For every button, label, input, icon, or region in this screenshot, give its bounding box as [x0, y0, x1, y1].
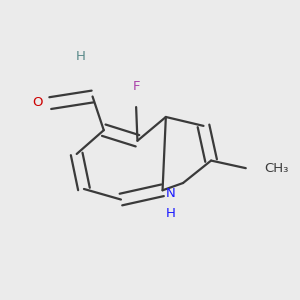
Text: N: N	[166, 187, 176, 200]
Text: O: O	[32, 96, 42, 109]
Text: F: F	[132, 80, 140, 93]
Text: CH₃: CH₃	[264, 162, 288, 175]
Text: H: H	[166, 207, 176, 220]
Text: H: H	[76, 50, 85, 64]
